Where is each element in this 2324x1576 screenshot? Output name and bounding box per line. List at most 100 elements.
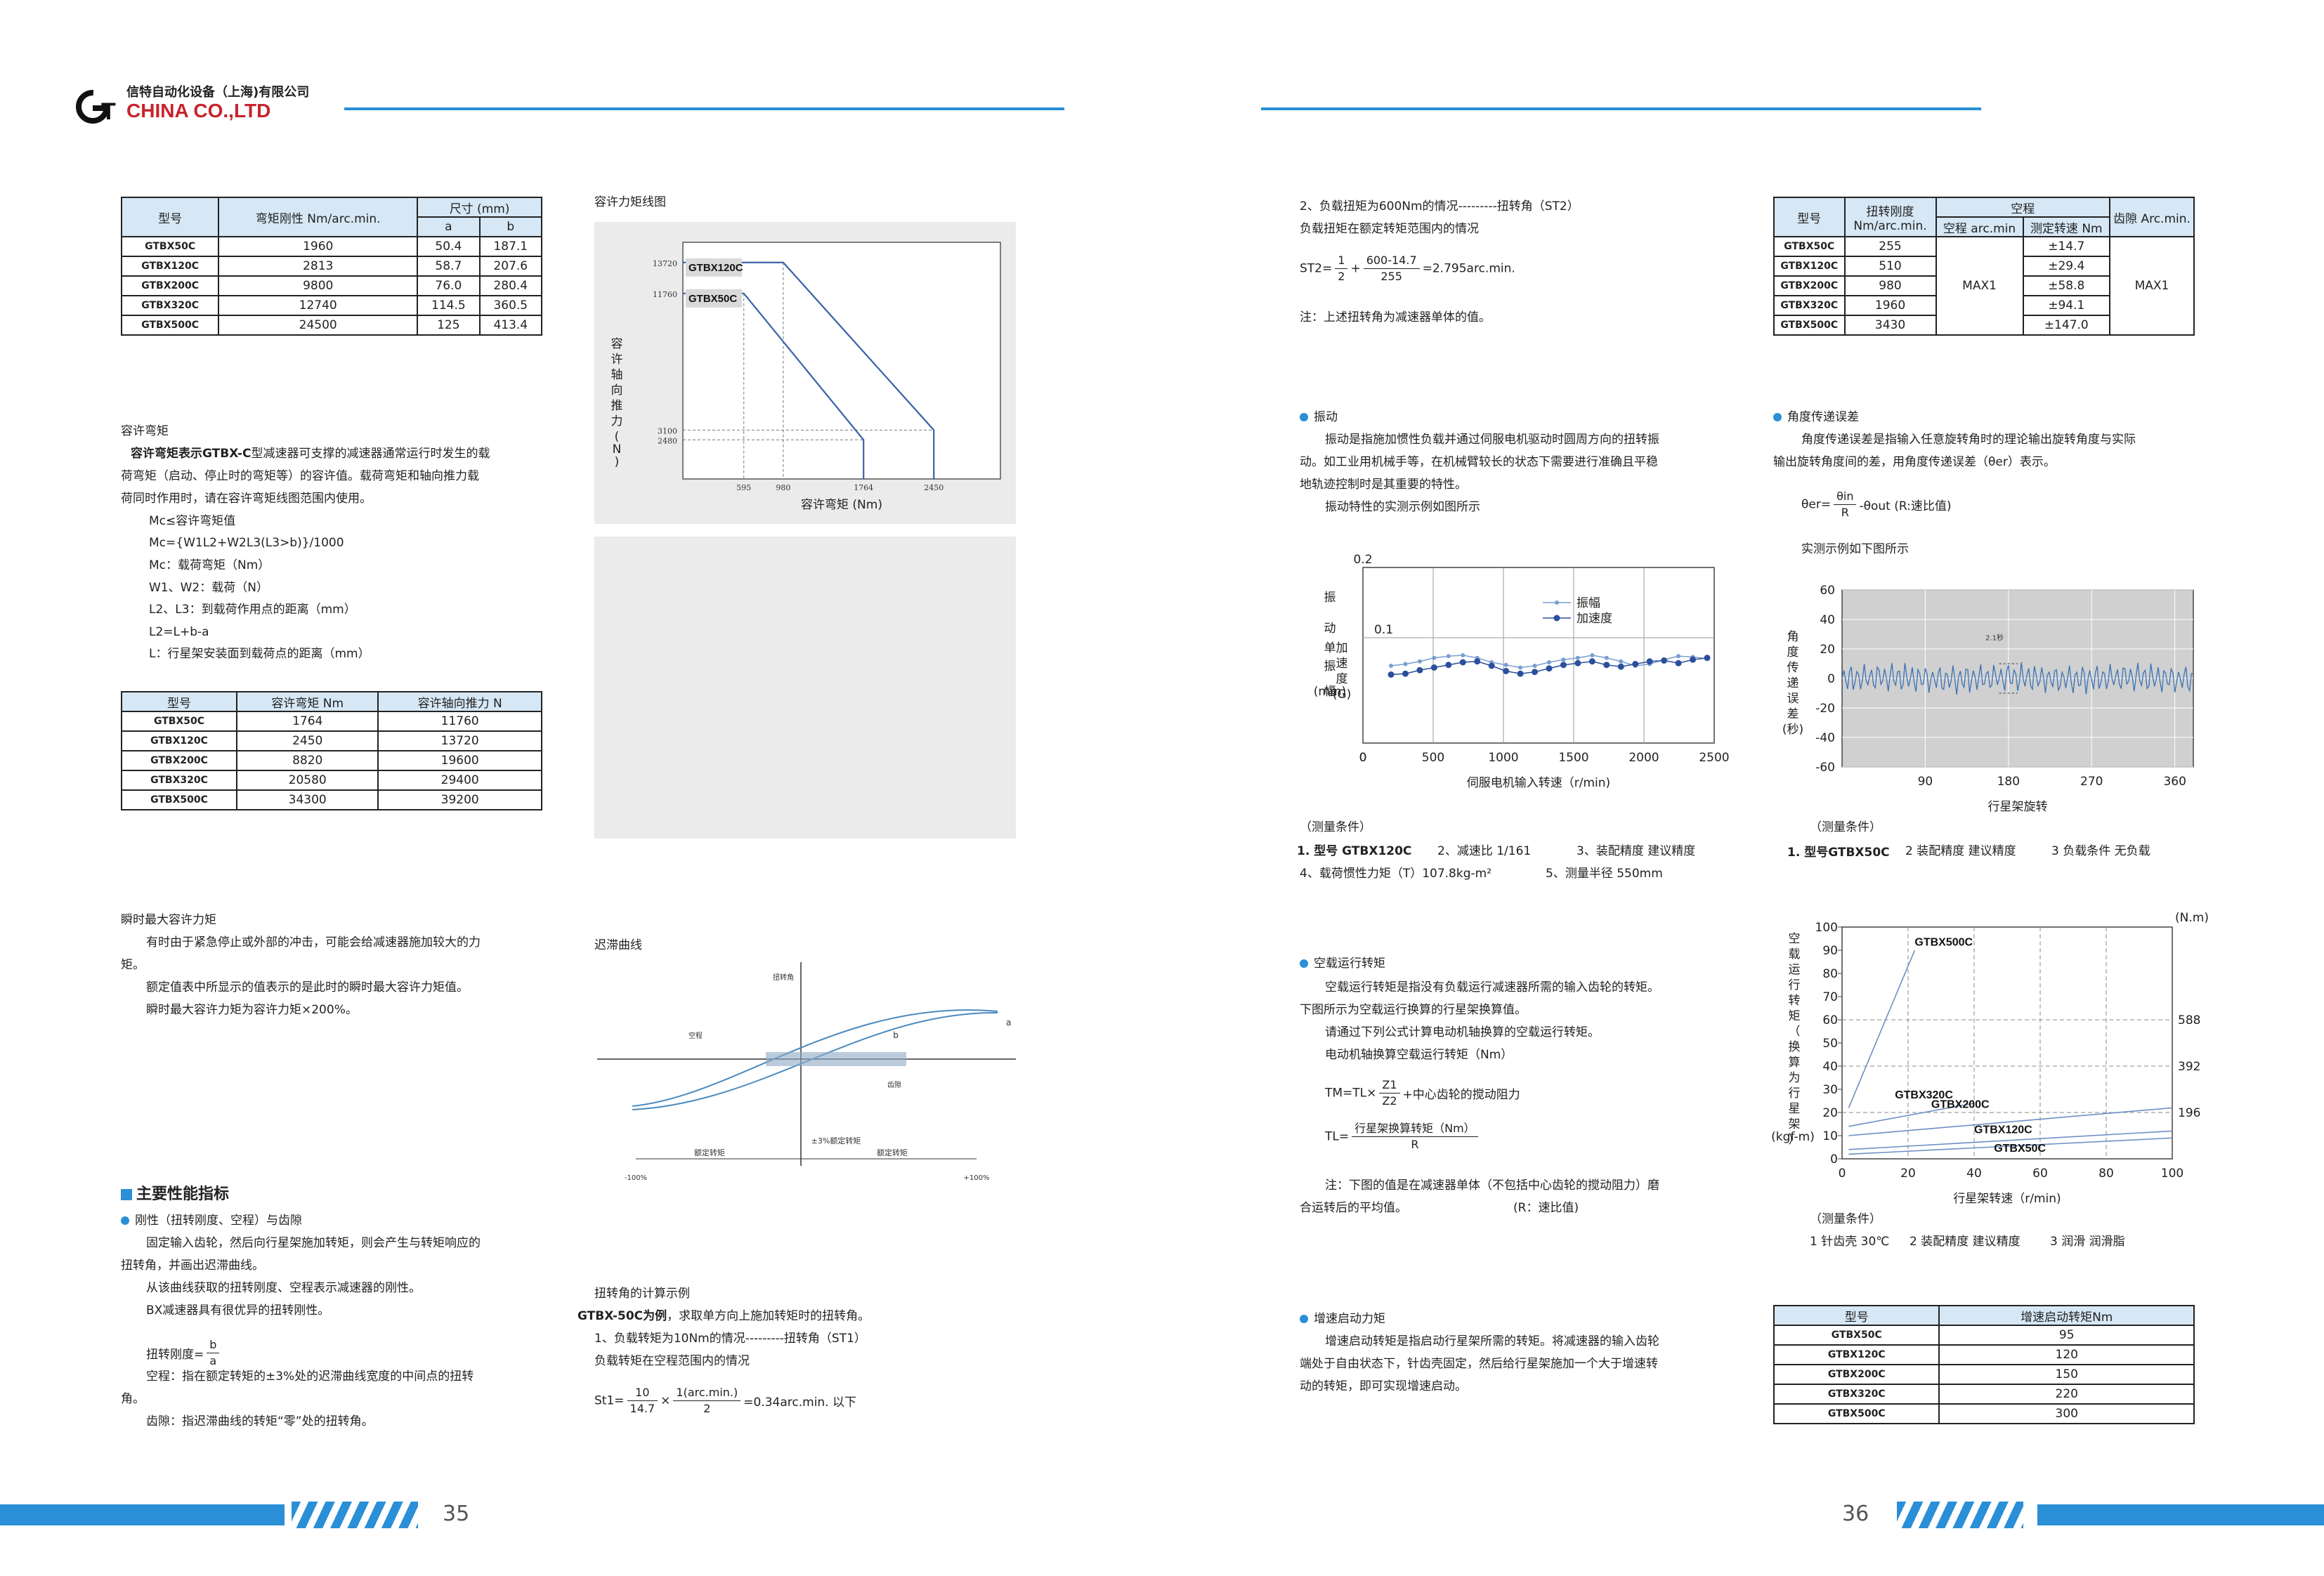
torque-line (1848, 1107, 2173, 1136)
y-axis-label-char: 度 (1787, 645, 1799, 659)
x-tick-label: 20 (1900, 1167, 1916, 1181)
amplitude-point (1403, 662, 1408, 666)
rated-3pct-label: ±3%额定转矩 (811, 1136, 861, 1145)
company-name-en: CHINA CO.,LTD (126, 100, 271, 122)
y-axis-label-char: 振 (1324, 591, 1336, 605)
lost-motion-label: 空程 (688, 1031, 703, 1040)
table-row: GTBX320C 20580 29400 (121, 770, 542, 791)
vib-line3: 地轨迹控制时是其重要的特性。 (1300, 478, 1467, 492)
table-row: GTBX50C 95 (1773, 1325, 2195, 1346)
a-label: a (1006, 1018, 1011, 1027)
perf-line7: 齿隙：指迟滞曲线的转矩“零”处的扭转角。 (146, 1414, 374, 1429)
torsional-stiffness-table: 型号 扭转刚度 Nm/arc.min. 空程 齿隙 Arc.min. 空程 arc.m… (1773, 197, 2195, 336)
footer-bar-right (2037, 1504, 2324, 1525)
legend-marker (1553, 615, 1560, 622)
perf-line1: 固定输入齿轮，然后向行星架施加转矩，则会产生与转矩响应的 (146, 1236, 481, 1250)
y-axis-label-char: 加 (1336, 641, 1348, 655)
y-axis-label-char: 幅 (1324, 685, 1336, 699)
x-tick-label: 2500 (1699, 751, 1729, 765)
y-axis-label-char: 速 (1336, 657, 1348, 671)
x-axis-label: 行星架转速（r/min) (1953, 1192, 2061, 1206)
y-axis-label-char: 递 (1787, 676, 1799, 690)
legend-label: 振幅 (1576, 596, 1600, 610)
amplitude-point (1561, 657, 1566, 662)
acceleration-point (1546, 665, 1553, 672)
legend-marker (1555, 600, 1559, 605)
angle-cond-1: 1. 型号GTBX50C (1787, 846, 1890, 860)
x-tick-label: 80 (2098, 1167, 2114, 1181)
plus-100-label: +100% (964, 1174, 990, 1182)
table-row: GTBX320C 220 (1773, 1384, 2195, 1405)
x-tick-label: 270 (2080, 775, 2103, 789)
company-name-cn: 信特自动化设备（上海)有限公司 (126, 85, 310, 100)
right-tick-label: 588 (2178, 1013, 2200, 1027)
perf-line3: 从该曲线获取的扭转刚度、空程表示减速器的刚性。 (146, 1281, 421, 1295)
series-amplitude (1390, 655, 1708, 669)
y-tick-label: 60 (1820, 584, 1835, 598)
y-axis-label-char: 动 (1324, 622, 1336, 636)
y-axis-label-char: （ (1789, 1025, 1801, 1039)
chart1-panel (594, 222, 1016, 524)
bullet-icon (1300, 1315, 1308, 1323)
error-series (1841, 662, 2194, 695)
acceleration-point (1459, 659, 1466, 666)
backlash-label: 齿隙 (887, 1080, 901, 1089)
vib-cond-3: 3、装配精度 建议精度 (1576, 844, 1696, 858)
acceleration-point (1603, 662, 1610, 669)
moment-formula5: L2、L3：到载荷作用点的距离（mm） (149, 603, 356, 617)
hysteresis-band (766, 1052, 906, 1066)
calc-line1: GTBX-50C为例，求取单方向上施加转矩时的扭转角。 (577, 1309, 870, 1323)
table-row: GTBX200C 980 ±58.8 (1773, 275, 2194, 296)
moment-formula7: L：行星架安装面到载荷点的距离（mm） (149, 647, 370, 661)
x-tick-label: 60 (2032, 1167, 2048, 1181)
speed-line3: 动的转矩，即可实现增速启动。 (1300, 1379, 1467, 1393)
series-label: GTBX50C (1994, 1143, 2046, 1155)
instant-line3: 额定值表中所显示的值表示的是此时的瞬时最大容许力矩值。 (146, 980, 469, 994)
y-tick-label: 0 (1359, 751, 1367, 765)
angle-cond-title: （测量条件） (1810, 820, 1881, 834)
moment-formula4: W1、W2：载荷（N） (149, 581, 268, 595)
page-number-right: 36 (1842, 1502, 1869, 1526)
y-axis-label-char: 行 (1789, 978, 1801, 992)
rated-torque-label: 额定转矩 (694, 1148, 725, 1157)
torque-line (1848, 950, 1916, 1108)
acceleration-point (1704, 655, 1711, 662)
amplitude-point (1633, 664, 1638, 668)
vib-cond-title: （测量条件） (1300, 820, 1371, 834)
x-tick-label: 100 (2161, 1167, 2183, 1181)
calc2-line1: 2、负载扭矩为600Nm的情况---------扭转角（ST2） (1300, 199, 1579, 214)
x-tick-label: 0 (1839, 1167, 1846, 1181)
y-axis-label-char: (mm) (1314, 685, 1346, 699)
amplitude-point (1489, 660, 1494, 664)
amplitude-point (1518, 665, 1523, 670)
y-axis-label-char: 为 (1789, 1071, 1801, 1085)
table-row: GTBX500C 3430 ±147.0 (1773, 315, 2194, 336)
y-axis-label-char: 误 (1787, 692, 1799, 706)
vib-line1: 振动是指施加惯性负载并通过伺服电机驱动时圆周方向的扭转振 (1325, 433, 1659, 447)
noload-cond-title: （测量条件） (1810, 1212, 1881, 1226)
amplitude-point (1446, 654, 1451, 659)
y-axis-label-char: 转 (1789, 994, 1801, 1008)
x-tick-label: 1000 (1488, 751, 1518, 765)
noload-title: 空载运行转矩 (1300, 952, 1385, 975)
table-row: GTBX500C 24500 125 413.4 (120, 315, 543, 336)
header-rule-left (344, 107, 1064, 110)
acceleration-point (1388, 671, 1395, 678)
noload-note1: 注：下图的值是在减速器单体（不包括中心齿轮的搅动阻力）磨 (1325, 1178, 1659, 1193)
moment-title: 容许弯矩 (121, 424, 169, 438)
acceleration-point (1690, 656, 1697, 663)
torque-line (1848, 1137, 2173, 1155)
y-tick-label: 100 (1815, 921, 1838, 935)
square-icon (121, 1189, 132, 1200)
series-label: GTBX200C (1931, 1098, 1990, 1110)
hysteresis-upper (632, 1009, 998, 1107)
y-tick-label: 40 (1820, 613, 1835, 627)
y-axis-label-char: (秒) (1782, 723, 1803, 737)
y-tick-label: 40 (1822, 1060, 1838, 1074)
x-tick-label: 0 (1359, 751, 1367, 765)
amplitude-point (1532, 664, 1537, 668)
speed-title: 增速启动力矩 (1300, 1308, 1385, 1330)
series-acceleration (1390, 657, 1708, 676)
x-tick-label: 360 (2163, 775, 2186, 789)
